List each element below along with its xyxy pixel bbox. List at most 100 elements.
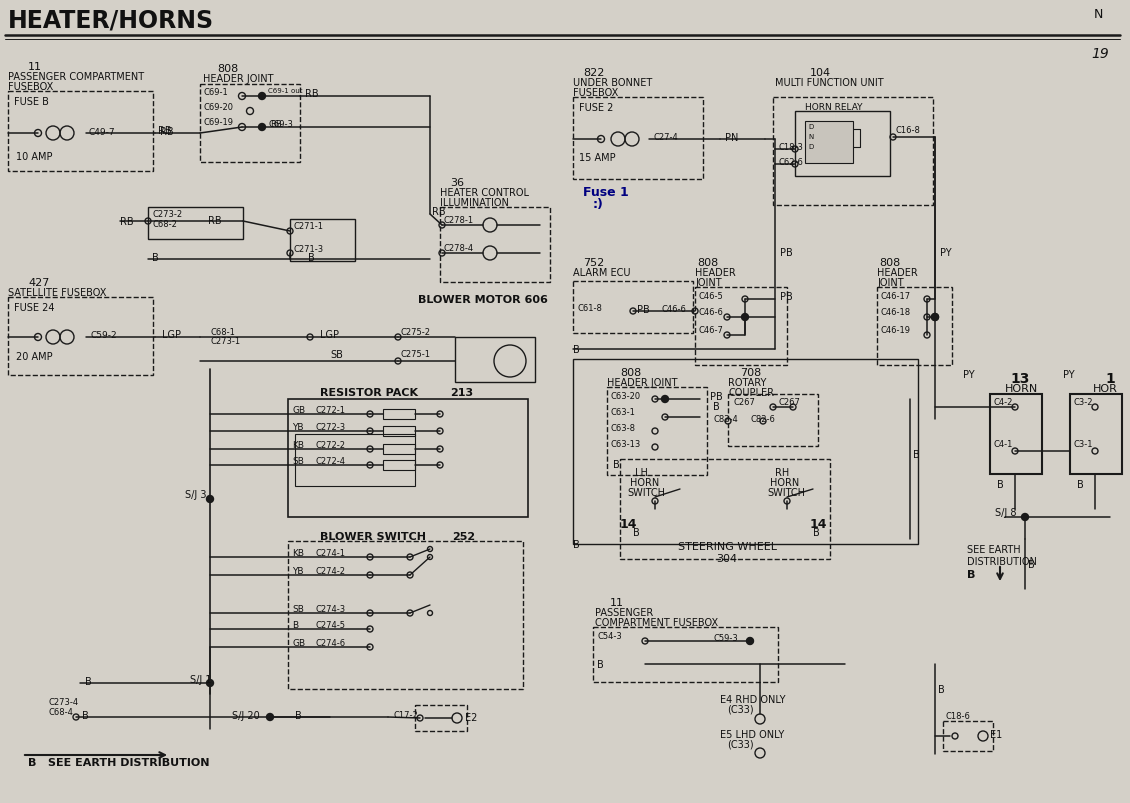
Text: C49-7: C49-7	[88, 128, 114, 137]
Bar	[455, 337, 534, 382]
Text: RB: RB	[158, 126, 172, 136]
Text: B: B	[85, 676, 92, 686]
Text: RB: RB	[120, 217, 133, 226]
Text: C4-1: C4-1	[993, 439, 1012, 448]
Text: E4 RHD ONLY: E4 RHD ONLY	[720, 694, 785, 704]
Text: SB: SB	[292, 604, 304, 613]
Text: HEADER JOINT: HEADER JOINT	[607, 377, 678, 388]
Text: B: B	[812, 528, 819, 537]
Text: N: N	[1094, 8, 1103, 21]
Bar	[383, 426, 415, 437]
Bar	[383, 460, 415, 471]
Text: HORN: HORN	[1005, 384, 1038, 393]
Text: 808: 808	[879, 258, 901, 267]
Text: C273-2: C273-2	[153, 210, 182, 218]
Text: B: B	[153, 253, 158, 263]
Text: HEADER: HEADER	[695, 267, 736, 278]
Text: RB: RB	[208, 216, 221, 226]
Text: LH: LH	[635, 467, 647, 478]
Text: B: B	[612, 459, 619, 470]
Text: C278-1: C278-1	[443, 216, 473, 225]
Text: C82-6: C82-6	[750, 414, 775, 423]
Text: COUPLER: COUPLER	[728, 388, 774, 397]
Text: C63-13: C63-13	[610, 439, 641, 448]
Bar	[773, 98, 933, 206]
Text: C272-4: C272-4	[315, 456, 345, 466]
Text: 708: 708	[740, 368, 762, 377]
Text: 10 AMP: 10 AMP	[16, 152, 52, 161]
Bar	[200, 85, 299, 163]
Circle shape	[207, 679, 214, 687]
Text: 15 AMP: 15 AMP	[579, 153, 616, 163]
Text: C63-8: C63-8	[610, 423, 635, 433]
Text: C27-4: C27-4	[653, 132, 678, 142]
Circle shape	[259, 124, 266, 132]
Text: ILLUMINATION: ILLUMINATION	[440, 198, 508, 208]
Text: 14: 14	[810, 517, 827, 530]
Bar	[295, 434, 415, 487]
Text: FUSEBOX: FUSEBOX	[573, 88, 618, 98]
Text: C62-6: C62-6	[777, 158, 803, 167]
Bar	[383, 444, 415, 454]
Text: C275-2: C275-2	[400, 328, 431, 336]
Text: 427: 427	[28, 278, 50, 287]
Text: SB: SB	[330, 349, 342, 360]
Text: HOR: HOR	[1093, 384, 1118, 393]
Text: N: N	[808, 134, 814, 140]
Text: FUSE B: FUSE B	[14, 97, 49, 107]
Text: JOINT: JOINT	[695, 278, 722, 287]
Text: KB: KB	[292, 548, 304, 557]
Bar	[383, 410, 415, 419]
Text: S/J 3: S/J 3	[185, 489, 207, 499]
Text: 752: 752	[583, 258, 605, 267]
Text: HEADER JOINT: HEADER JOINT	[203, 74, 273, 84]
Text: 808: 808	[620, 368, 641, 377]
Text: PASSENGER COMPARTMENT: PASSENGER COMPARTMENT	[8, 72, 145, 82]
Text: B: B	[1028, 560, 1035, 569]
Text: S/J 20: S/J 20	[232, 710, 260, 720]
Text: 36: 36	[450, 177, 464, 188]
Text: C274-3: C274-3	[315, 604, 345, 613]
Text: C69-3: C69-3	[268, 120, 293, 128]
Text: GB: GB	[292, 638, 305, 647]
Text: PB: PB	[637, 304, 650, 315]
Text: :): :)	[593, 198, 603, 210]
Text: UNDER BONNET: UNDER BONNET	[573, 78, 652, 88]
Text: SB: SB	[292, 456, 304, 466]
Text: MULTI FUNCTION UNIT: MULTI FUNCTION UNIT	[775, 78, 884, 88]
Bar	[148, 208, 243, 240]
Text: BLOWER MOTOR 606: BLOWER MOTOR 606	[418, 295, 548, 304]
Text: C4-2: C4-2	[993, 397, 1012, 406]
Text: PASSENGER: PASSENGER	[596, 607, 653, 618]
Text: 20 AMP: 20 AMP	[16, 352, 53, 361]
Text: C271-1: C271-1	[293, 222, 323, 230]
Text: C54-3: C54-3	[597, 631, 622, 640]
Text: C273-1: C273-1	[210, 336, 241, 345]
Text: 1: 1	[1105, 372, 1115, 385]
Text: C278-4: C278-4	[443, 243, 473, 253]
Text: PY: PY	[940, 247, 951, 258]
Text: B: B	[1077, 479, 1084, 489]
Text: 14: 14	[620, 517, 637, 530]
Text: C274-2: C274-2	[315, 566, 345, 575]
Text: SEE EARTH: SEE EARTH	[967, 544, 1020, 554]
Text: E1: E1	[990, 729, 1002, 739]
Circle shape	[931, 314, 939, 321]
Text: C46-6: C46-6	[698, 308, 723, 316]
Text: BLOWER SWITCH: BLOWER SWITCH	[320, 532, 426, 541]
Text: B: B	[713, 402, 720, 411]
Text: 808: 808	[697, 258, 719, 267]
Text: C63-20: C63-20	[610, 392, 640, 401]
Circle shape	[259, 93, 266, 100]
Text: LGP: LGP	[320, 329, 339, 340]
Text: B   SEE EARTH DISTRIBUTION: B SEE EARTH DISTRIBUTION	[28, 757, 209, 767]
Text: FUSE 24: FUSE 24	[14, 303, 54, 312]
Text: C69-1: C69-1	[203, 88, 228, 97]
Text: PB: PB	[780, 291, 793, 302]
Bar	[695, 287, 786, 365]
Text: STEERING WHEEL: STEERING WHEEL	[678, 541, 776, 552]
Text: C3-1: C3-1	[1074, 439, 1093, 448]
Text: C69-19: C69-19	[203, 118, 233, 127]
Text: 822: 822	[583, 68, 605, 78]
Bar	[288, 400, 528, 517]
